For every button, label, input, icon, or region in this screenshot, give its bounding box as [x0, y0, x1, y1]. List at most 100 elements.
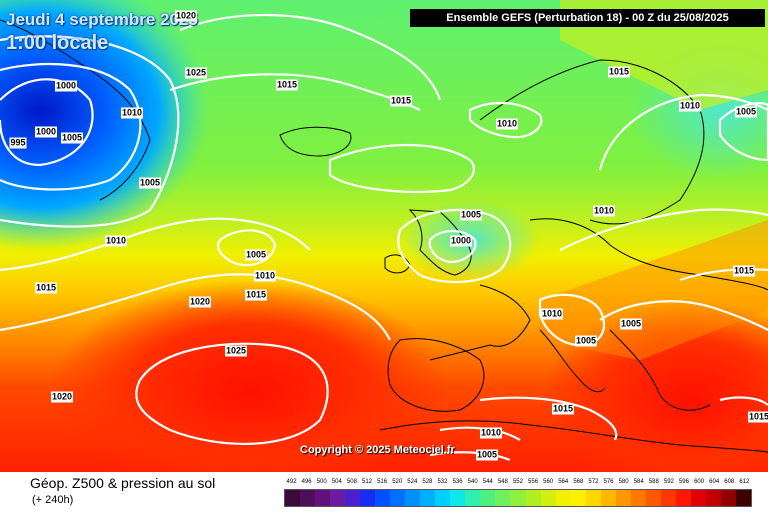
scale-label: 492: [286, 479, 297, 485]
weather-map: Jeudi 4 septembre 2025 1:00 locale Ensem…: [0, 0, 768, 472]
pressure-label: 1015: [551, 403, 575, 415]
isobar-1015-east: [679, 268, 768, 282]
pressure-label: 1025: [224, 345, 248, 357]
italy-coast: [539, 329, 606, 393]
pressure-label: 1005: [734, 106, 758, 118]
scale-label: 524: [407, 479, 418, 485]
scale-swatch: [510, 490, 526, 506]
scale-label: 608: [724, 479, 735, 485]
pressure-label: 1010: [592, 205, 616, 217]
scale-swatch: [735, 490, 751, 506]
isobar-1025-high: [135, 342, 329, 446]
pressure-label: 995: [9, 137, 27, 149]
scale-label: 520: [392, 479, 403, 485]
scale-swatch: [645, 490, 661, 506]
scale-label: 552: [512, 479, 523, 485]
scale-swatch: [660, 490, 676, 506]
scale-swatch: [330, 490, 346, 506]
scale-label: 588: [648, 479, 659, 485]
pressure-label: 1015: [244, 289, 268, 301]
pressure-label: 1010: [253, 270, 277, 282]
scale-swatch: [435, 490, 451, 506]
balkans-coast: [609, 329, 711, 411]
north-africa-coast: [379, 420, 768, 453]
color-scale-labels: 492 496 500 504 508 512 516 520 524 528 532 536 540 5…: [284, 478, 752, 488]
pressure-label: 1005: [619, 318, 643, 330]
pressure-label: 1000: [449, 235, 473, 247]
scale-swatch: [600, 490, 616, 506]
valid-time: 1:00 locale: [6, 32, 109, 54]
pressure-label: 1010: [540, 308, 564, 320]
scale-label: 584: [633, 479, 644, 485]
scale-swatch: [285, 490, 301, 506]
scale-label: 500: [316, 479, 327, 485]
scale-label: 508: [346, 479, 357, 485]
scale-label: 516: [377, 479, 388, 485]
isobar-1005-west: [0, 62, 142, 191]
central-europe-border: [529, 218, 768, 291]
scale-swatch: [360, 490, 376, 506]
scale-swatch: [450, 490, 466, 506]
pressure-label: 1005: [475, 449, 499, 461]
pressure-label: 1005: [574, 335, 598, 347]
scale-swatch: [525, 490, 541, 506]
pressure-label: 1020: [188, 296, 212, 308]
pressure-label: 1005: [244, 249, 268, 261]
isobars: [0, 13, 768, 462]
isobar-1015-atlantic: [0, 217, 311, 272]
isobar-1000-uk: [428, 229, 477, 264]
copyright-notice: Copyright © 2025 Meteociel.fr: [300, 444, 455, 456]
isobar-1015-se: [719, 396, 768, 406]
pressure-label: 1015: [747, 411, 768, 423]
scale-swatch: [570, 490, 586, 506]
scale-label: 540: [467, 479, 478, 485]
scale-swatch: [480, 490, 496, 506]
isobar-1005-uk: [397, 208, 512, 283]
isobar-1015-med: [479, 396, 618, 441]
scale-swatch: [720, 490, 736, 506]
pressure-label: 1015: [607, 66, 631, 78]
scale-swatch: [315, 490, 331, 506]
isobar-1010-norway: [468, 101, 543, 139]
pressure-label: 1015: [275, 79, 299, 91]
isobar-1010-scandinavia: [598, 93, 768, 171]
scale-swatch: [675, 490, 691, 506]
scale-swatch: [690, 490, 706, 506]
pressure-label: 1020: [174, 10, 198, 22]
map-footer: Géop. Z500 & pression au sol (+ 240h) 49…: [0, 472, 768, 512]
scale-label: 504: [331, 479, 342, 485]
scale-swatch: [390, 490, 406, 506]
scale-label: 560: [543, 479, 554, 485]
model-banner: Ensemble GEFS (Perturbation 18) - 00 Z d…: [410, 9, 765, 27]
pressure-label: 1010: [479, 427, 503, 439]
pressure-label: 1015: [389, 95, 413, 107]
isobar-1020-atlantic: [0, 273, 391, 341]
scale-swatch: [495, 490, 511, 506]
scale-label: 604: [709, 479, 720, 485]
pressure-label: 1005: [459, 209, 483, 221]
map-canvas: [0, 0, 768, 472]
isobar-1010-central: [559, 208, 768, 251]
isobar-1010-west: [0, 35, 180, 228]
scale-label: 600: [694, 479, 705, 485]
pressure-label: 1015: [732, 265, 756, 277]
scale-label: 528: [422, 479, 433, 485]
pressure-label: 1010: [495, 118, 519, 130]
yellow-north-zone: [560, 0, 768, 110]
scale-swatch: [630, 490, 646, 506]
scale-swatch: [465, 490, 481, 506]
map-title: Géop. Z500 & pression au sol: [30, 475, 216, 491]
scale-swatch: [555, 490, 571, 506]
isobar-1015-iceland: [328, 143, 475, 193]
scale-swatch: [705, 490, 721, 506]
pressure-label: 1010: [678, 100, 702, 112]
scale-swatch: [615, 490, 631, 506]
pressure-label: 1010: [120, 107, 144, 119]
scale-label: 612: [739, 479, 750, 485]
pressure-label: 1015: [34, 282, 58, 294]
isobar-1005-africa: [429, 451, 511, 462]
iceland-coast: [279, 126, 352, 157]
scale-label: 576: [603, 479, 614, 485]
scale-swatch: [405, 490, 421, 506]
scale-label: 596: [678, 479, 689, 485]
